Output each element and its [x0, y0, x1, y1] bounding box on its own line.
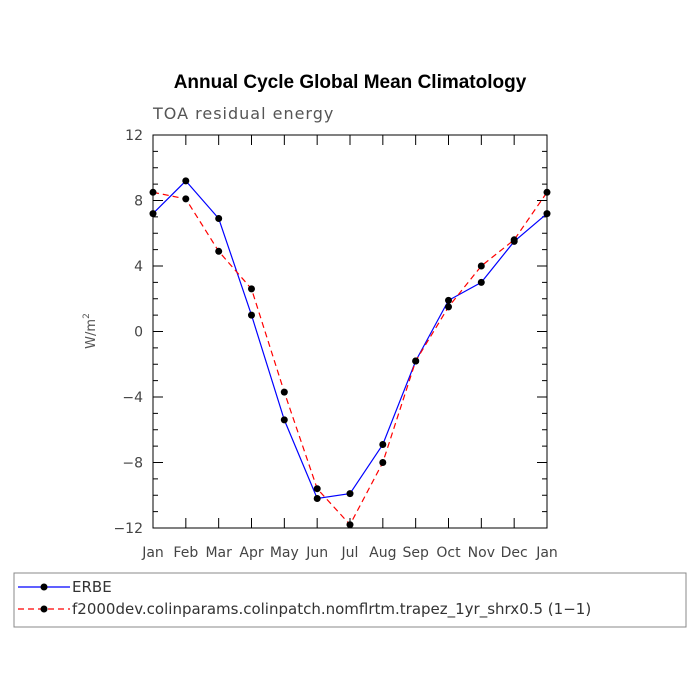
y-tick-label: −12 — [113, 521, 143, 537]
data-point-s0-0 — [149, 210, 157, 218]
data-point-s1-9 — [445, 303, 452, 311]
x-tick-label: Jan — [141, 545, 164, 561]
x-tick-label: Oct — [436, 545, 461, 561]
legend-box — [13, 572, 687, 628]
chart-title: Annual Cycle Global Mean Climatology — [174, 72, 527, 93]
data-point-s0-10 — [477, 278, 485, 286]
chart-subtitle: TOA residual energy — [152, 104, 334, 123]
legend-marker-erbe — [40, 583, 48, 591]
data-point-s0-4 — [280, 416, 288, 424]
legend-marker-model — [40, 605, 48, 613]
data-point-s1-11 — [510, 236, 518, 244]
plot-frame — [152, 134, 548, 529]
data-point-s0-6 — [346, 490, 354, 498]
y-tick-label: 12 — [125, 128, 143, 144]
y-tick-label: 0 — [134, 325, 143, 341]
x-tick-label: May — [270, 545, 299, 561]
data-point-s1-4 — [280, 388, 288, 396]
data-point-s0-7 — [379, 441, 387, 448]
data-point-s1-7 — [379, 459, 387, 466]
data-point-s0-2 — [215, 215, 223, 222]
y-tick-label: 8 — [134, 194, 143, 210]
x-tick-label: Nov — [468, 545, 495, 561]
x-tick-label: Apr — [239, 545, 263, 561]
x-tick-label: Aug — [369, 545, 396, 561]
x-tick-label: Jan — [535, 545, 558, 561]
series-line-1 — [152, 191, 548, 526]
data-point-s1-5 — [313, 485, 321, 493]
x-tick-label: Jul — [341, 545, 359, 561]
series-layer — [149, 177, 551, 529]
y-tick-label: −4 — [122, 390, 143, 406]
series-line-0 — [152, 180, 548, 500]
data-point-s1-0 — [149, 188, 157, 196]
y-tick-label: −8 — [122, 456, 143, 472]
data-point-s0-5 — [313, 495, 321, 502]
data-point-s0-1 — [182, 177, 190, 185]
x-tick-label: Feb — [173, 545, 198, 561]
data-point-s1-2 — [215, 247, 223, 255]
y-axis: 12 8 4 0 −4 −8 −12 — [113, 128, 547, 537]
y-axis-label: W/m2 — [82, 313, 99, 349]
data-point-s1-12 — [543, 188, 551, 196]
x-tick-label: Mar — [205, 545, 232, 561]
x-axis: Jan Feb Mar Apr May Jun Jul Aug Sep Oct Nov Dec Jan — [141, 135, 558, 561]
data-point-s1-3 — [248, 285, 255, 293]
x-tick-label: Sep — [402, 545, 429, 561]
data-point-s1-10 — [477, 262, 485, 270]
data-point-s0-12 — [543, 210, 551, 218]
x-tick-label: Jun — [305, 545, 328, 561]
legend-label-model: f2000dev.colinparams.colinpatch.nomflrtm… — [72, 600, 591, 619]
x-tick-label: Dec — [501, 545, 528, 561]
legend-label-erbe: ERBE — [72, 578, 112, 596]
data-point-s1-1 — [182, 195, 190, 203]
y-tick-label: 4 — [134, 259, 143, 275]
data-point-s0-9 — [445, 296, 452, 304]
data-point-s1-6 — [346, 521, 354, 529]
data-point-s1-8 — [412, 357, 420, 365]
data-point-s0-3 — [248, 311, 255, 319]
